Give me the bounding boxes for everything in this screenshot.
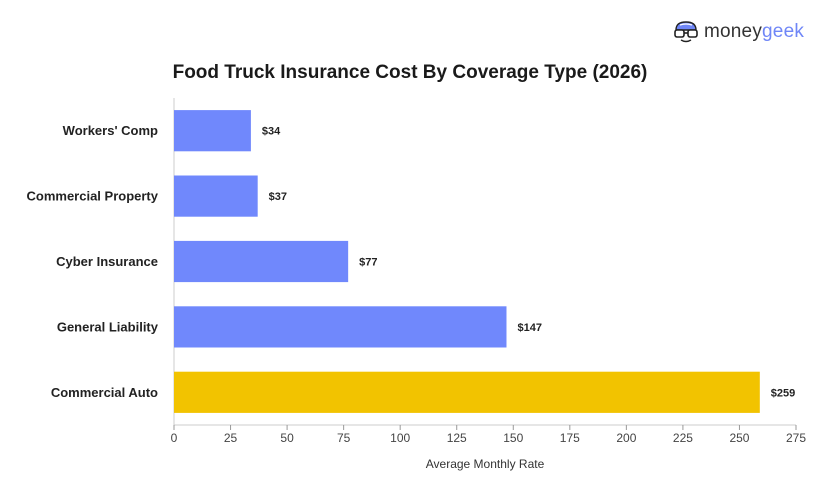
logo-text-main: money — [704, 21, 763, 42]
x-tick-label: 150 — [503, 431, 523, 445]
x-tick-label: 175 — [560, 431, 580, 445]
bar — [174, 371, 760, 413]
x-tick-label: 0 — [171, 431, 178, 445]
x-tick-label: 100 — [390, 431, 410, 445]
x-tick-label: 200 — [616, 431, 636, 445]
data-label: $34 — [262, 126, 281, 138]
category-label: Workers' Comp — [63, 123, 158, 138]
logo-wordmark: moneygeek — [704, 21, 804, 43]
nerd-glasses-icon — [674, 21, 698, 43]
x-tick-label: 50 — [280, 431, 294, 445]
moneygeek-logo: moneygeek — [672, 20, 804, 44]
x-axis-title: Average Monthly Rate — [426, 457, 545, 471]
data-label: $259 — [771, 387, 795, 399]
category-label: General Liability — [57, 319, 159, 334]
x-tick-label: 275 — [786, 431, 806, 445]
bar — [174, 240, 349, 283]
data-label: $37 — [269, 191, 287, 203]
category-label: Commercial Auto — [51, 385, 158, 400]
x-tick-label: 75 — [337, 431, 351, 445]
bar — [174, 175, 258, 217]
bar — [174, 110, 251, 152]
category-label: Cyber Insurance — [56, 254, 158, 269]
x-tick-label: 225 — [673, 431, 693, 445]
x-tick-label: 250 — [729, 431, 749, 445]
category-label: Commercial Property — [27, 189, 159, 204]
data-label: $147 — [517, 322, 541, 334]
chart-title: Food Truck Insurance Cost By Coverage Ty… — [172, 62, 648, 83]
logo-text-accent: geek — [762, 21, 805, 42]
x-tick-label: 125 — [447, 431, 467, 445]
data-label: $77 — [359, 257, 377, 269]
x-tick-label: 25 — [224, 431, 238, 445]
bar — [174, 306, 507, 348]
